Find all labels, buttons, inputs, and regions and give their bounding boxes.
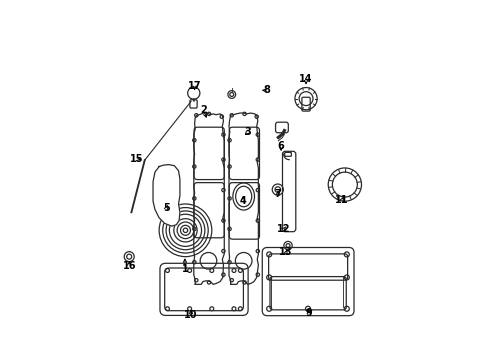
Text: 4: 4 [239,196,246,206]
Text: 7: 7 [274,189,281,199]
Text: 15: 15 [129,154,143,164]
Text: 5: 5 [163,203,169,213]
Text: 2: 2 [200,105,206,115]
Text: 13: 13 [279,247,292,257]
Text: 8: 8 [263,85,269,95]
Text: 12: 12 [277,224,290,234]
Text: 17: 17 [187,81,201,91]
Text: 1: 1 [181,264,188,274]
Polygon shape [153,165,180,226]
Text: 14: 14 [299,74,312,84]
Text: 11: 11 [335,195,348,205]
Text: 9: 9 [305,309,311,319]
Text: 6: 6 [277,141,284,151]
Text: 10: 10 [184,310,197,320]
Text: 16: 16 [122,261,136,271]
Text: 3: 3 [244,127,251,137]
